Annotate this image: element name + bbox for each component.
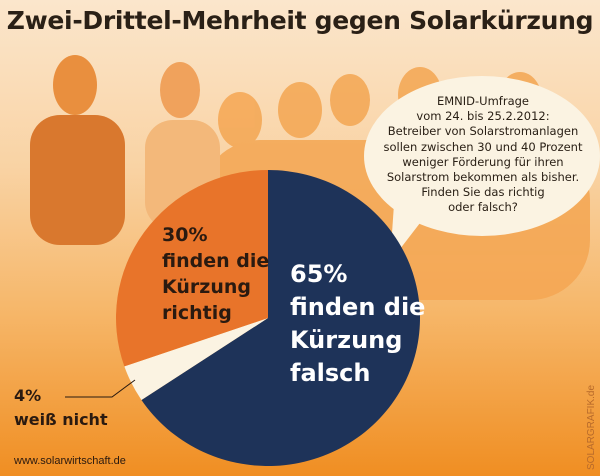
label-line: richtig <box>162 302 232 324</box>
label-line: falsch <box>290 359 371 387</box>
label-line: 30% <box>162 224 208 246</box>
pie-slice-2 <box>115 169 268 367</box>
label-line: finden die <box>162 250 270 272</box>
question-line: weniger Förderung für ihren <box>402 154 564 169</box>
pie-chart <box>115 169 420 466</box>
label-line: 4% <box>14 386 42 405</box>
label-line: weiß nicht <box>14 410 108 429</box>
graphic-credit: SOLARGRAFIK.de <box>586 384 597 470</box>
question-line: vom 24. bis 25.2.2012: <box>416 109 550 124</box>
survey-question: EMNID-Umfrage vom 24. bis 25.2.2012: Bet… <box>378 94 588 216</box>
pie-slice-1 <box>124 318 268 400</box>
label-line: 65% <box>290 260 348 288</box>
data-label-richtig: 30% finden die Kürzung richtig <box>162 222 269 326</box>
label-line: Kürzung <box>290 326 403 354</box>
data-label-falsch: 65% finden die Kürzung falsch <box>290 258 425 390</box>
question-line: Solarstrom bekommen als bisher. <box>386 170 580 185</box>
speech-bubble <box>364 76 600 262</box>
source-url: www.solarwirtschaft.de <box>14 455 126 467</box>
pie-slice-0 <box>141 170 420 466</box>
data-label-weiss-nicht: 4% weiß nicht <box>14 384 108 432</box>
question-line: oder falsch? <box>448 200 518 215</box>
question-line: Betreiber von Solarstromanlagen <box>387 124 579 139</box>
label-line: Kürzung <box>162 276 251 298</box>
question-line: sollen zwischen 30 und 40 Prozent <box>383 139 583 154</box>
label-line: finden die <box>290 293 426 321</box>
question-line: Finden Sie das richtig <box>421 185 545 200</box>
page-title: Zwei-Drittel-Mehrheit gegen Solarkürzung <box>6 6 594 35</box>
cream-leader-line <box>65 379 136 398</box>
question-line: EMNID-Umfrage <box>436 94 529 108</box>
